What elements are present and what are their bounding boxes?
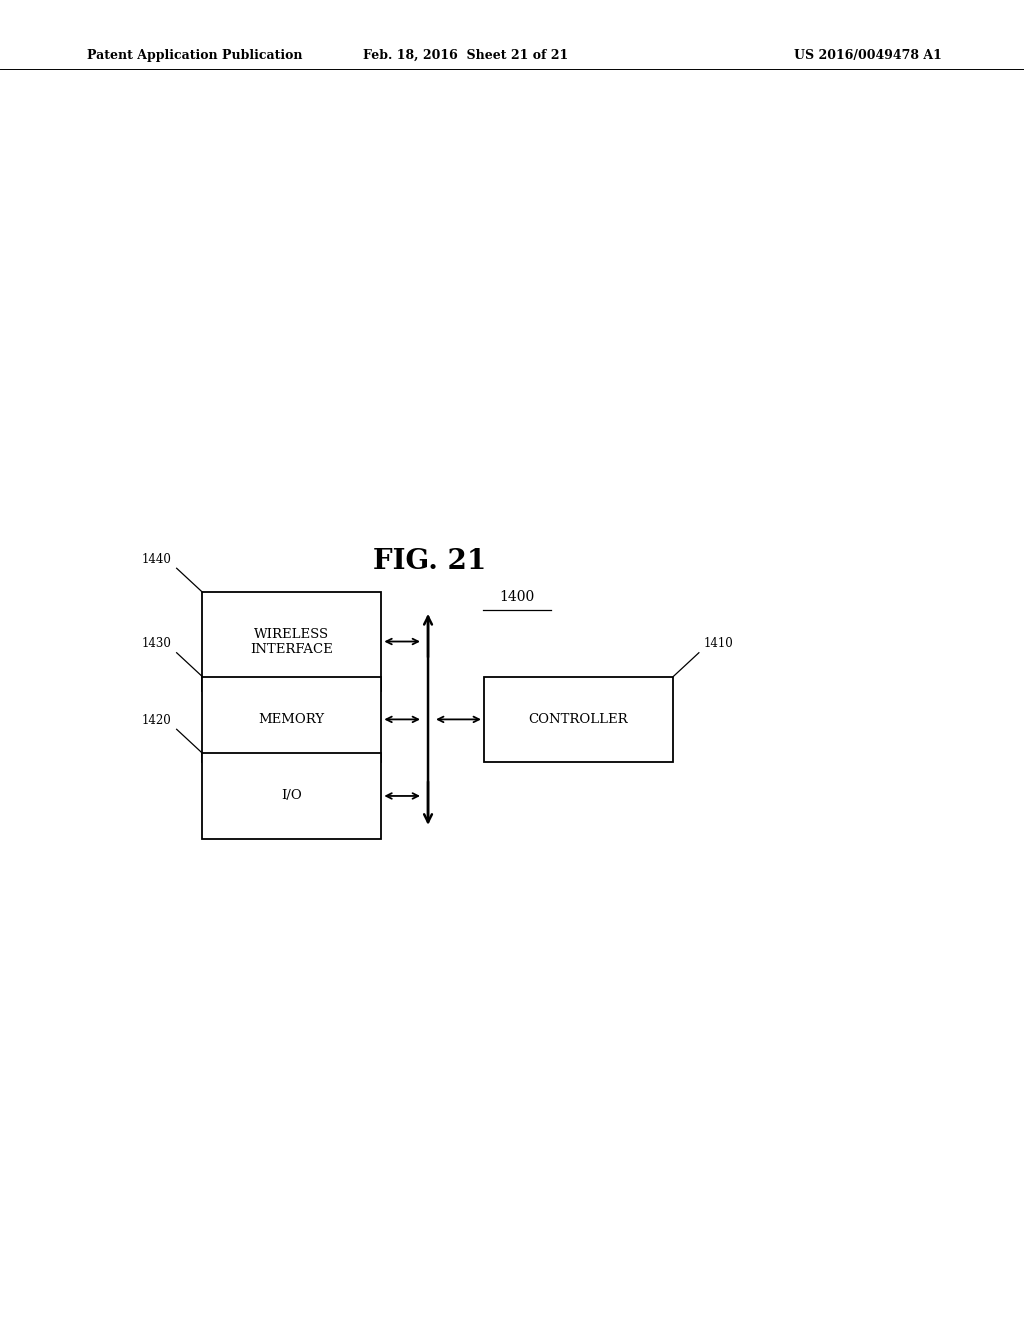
Text: 1420: 1420: [141, 714, 171, 726]
Text: US 2016/0049478 A1: US 2016/0049478 A1: [795, 49, 942, 62]
Bar: [202, 677, 381, 763]
Bar: [202, 591, 381, 692]
Text: Feb. 18, 2016  Sheet 21 of 21: Feb. 18, 2016 Sheet 21 of 21: [364, 49, 568, 62]
Text: I/O: I/O: [282, 789, 302, 803]
Bar: [483, 677, 674, 763]
Text: 1400: 1400: [500, 590, 535, 603]
Text: MEMORY: MEMORY: [259, 713, 325, 726]
Text: 1440: 1440: [141, 553, 171, 565]
Text: 1430: 1430: [141, 638, 171, 649]
Text: 1410: 1410: [705, 638, 734, 649]
Text: WIRELESS
INTERFACE: WIRELESS INTERFACE: [251, 627, 333, 656]
Text: Patent Application Publication: Patent Application Publication: [87, 49, 302, 62]
Text: FIG. 21: FIG. 21: [374, 548, 486, 574]
Bar: [202, 752, 381, 840]
Text: CONTROLLER: CONTROLLER: [528, 713, 629, 726]
